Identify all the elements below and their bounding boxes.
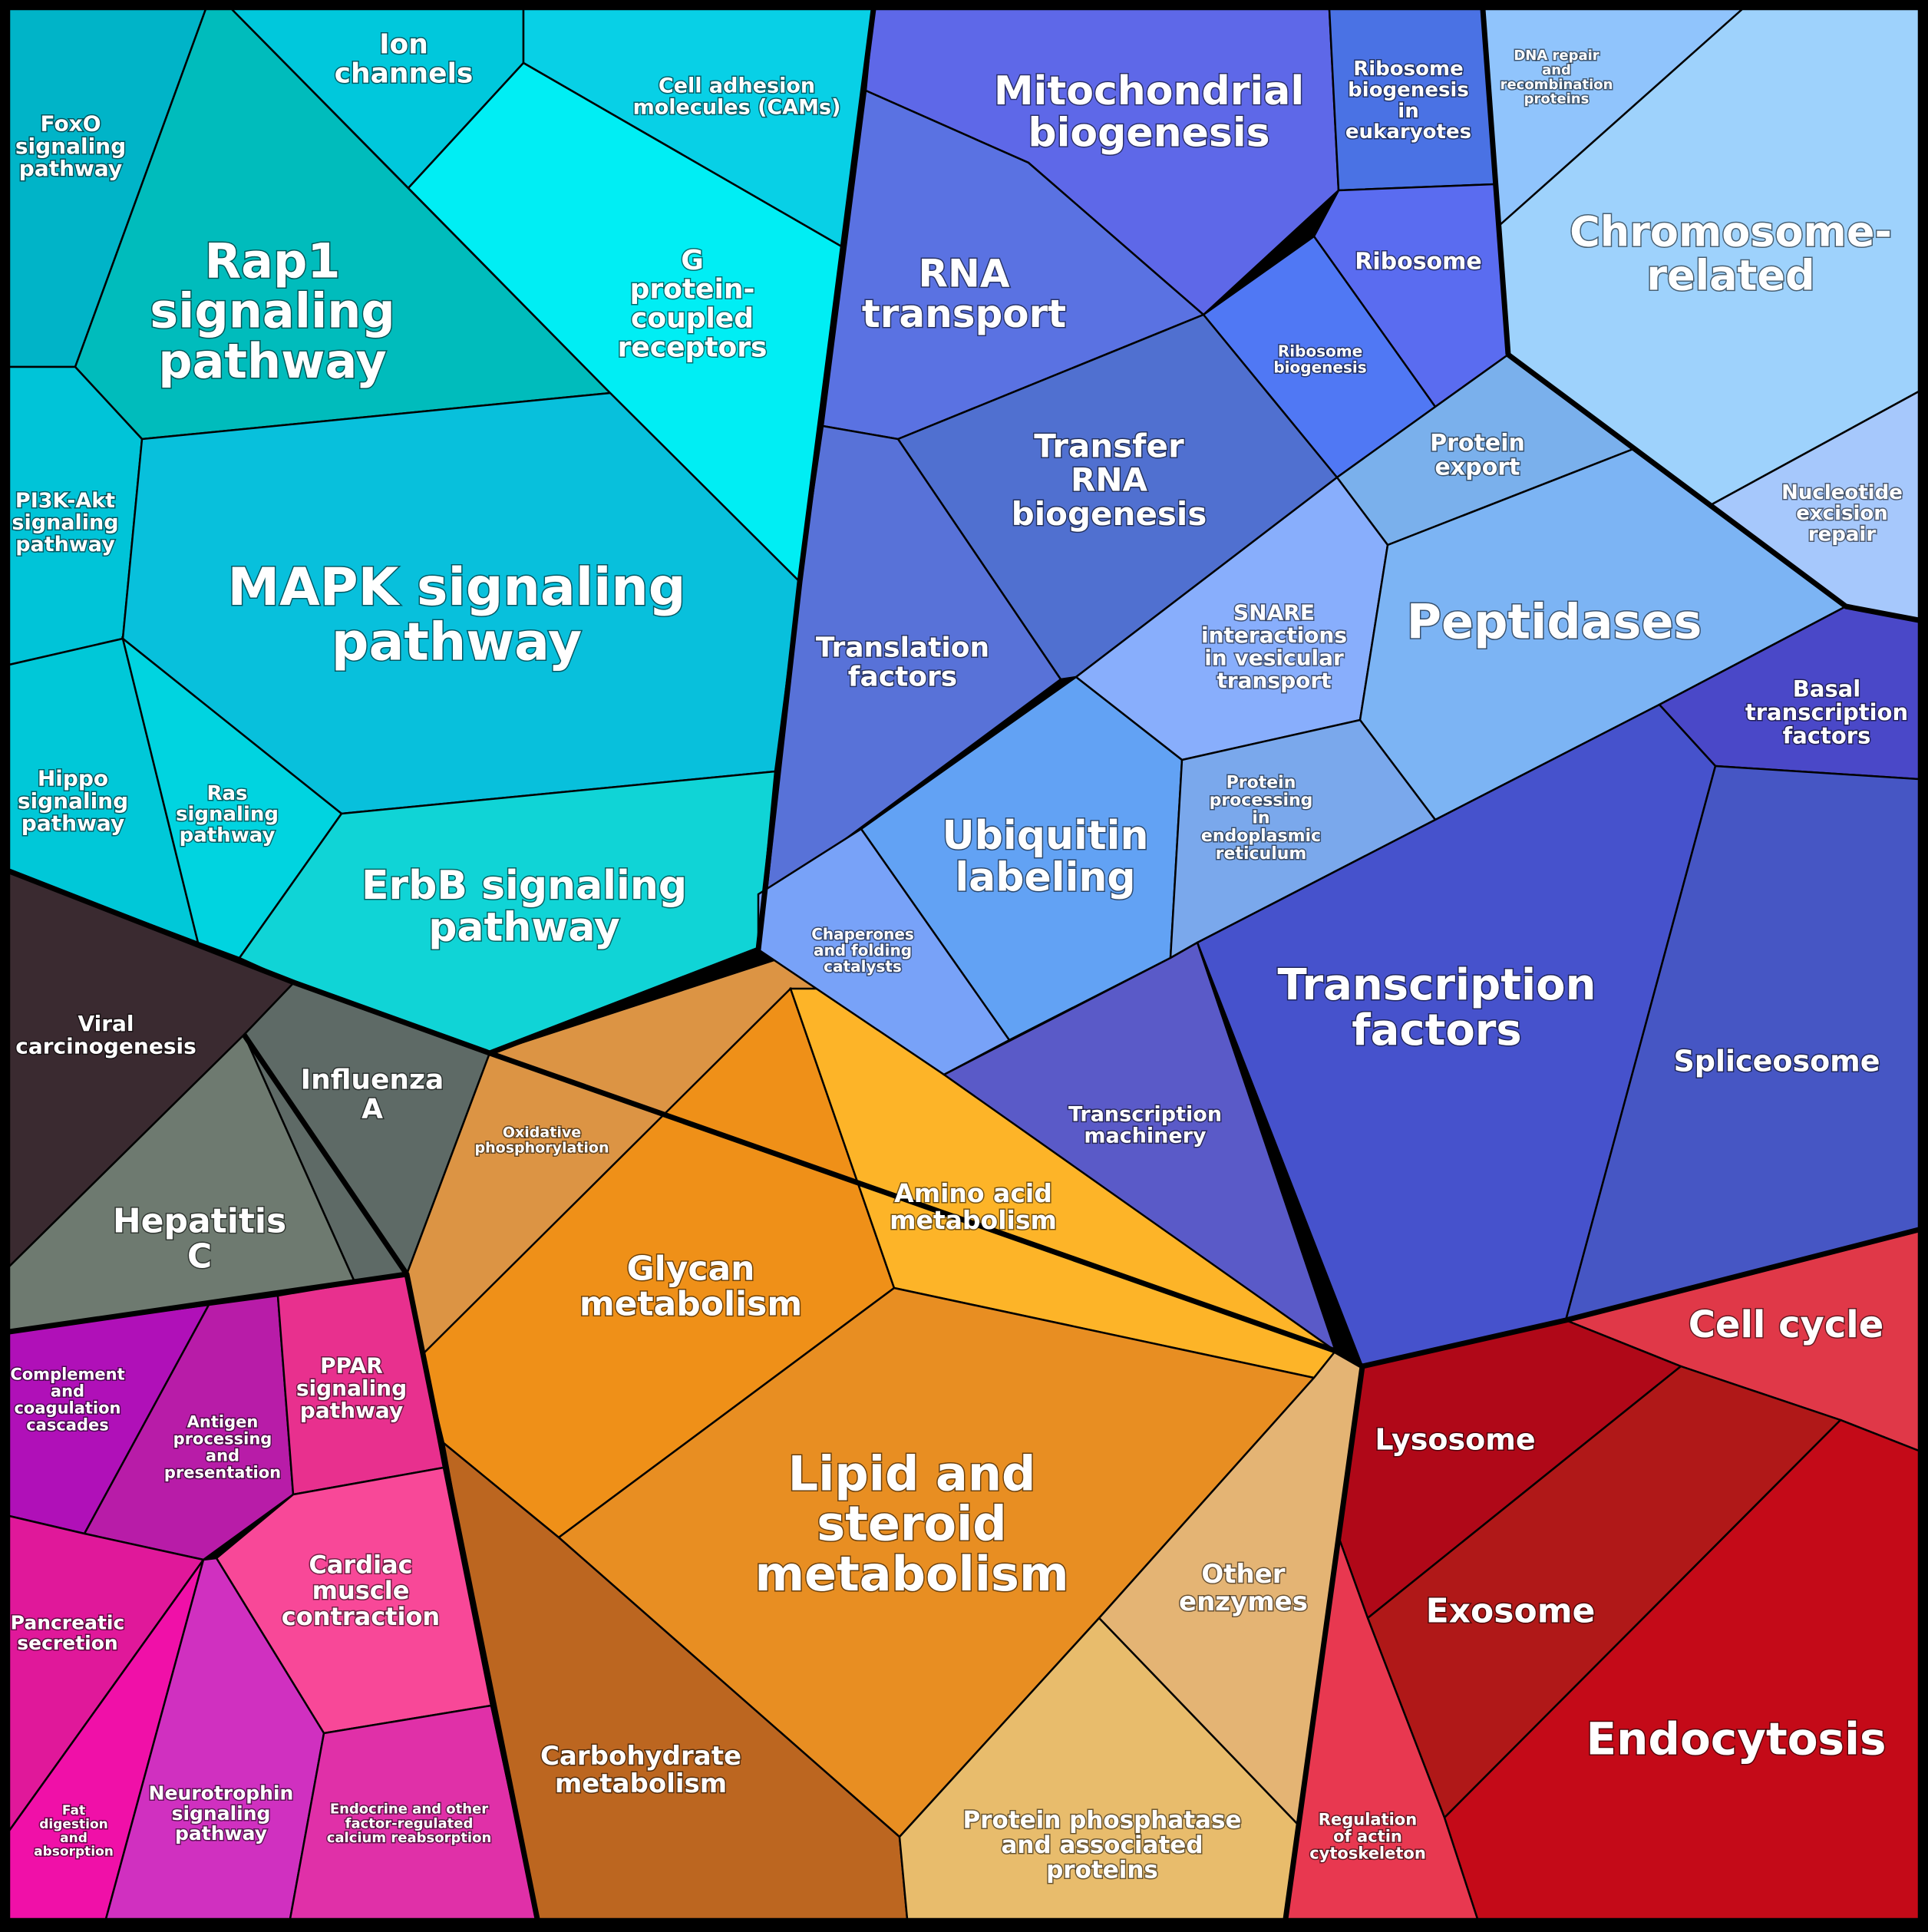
label-influenza: Influenza A [301,1065,444,1125]
label-nucleotide: Nucleotide excision repair [1781,481,1903,547]
group-border-0 [488,8,877,1056]
label-antigen: Antigen processing and presentation [164,1412,281,1481]
label-glycan: Glycan metabolism [579,1249,802,1323]
label-ribobioeuk: Ribosome biogenesis in eukaryotes [1345,58,1471,144]
label-oxphos: Oxidative phosphorylation [475,1125,609,1157]
label-ubiquitin: Ubiquitin labeling [942,813,1148,901]
label-lipid: Lipid and steroid metabolism [754,1446,1068,1602]
label-tf: Transcription factors [1277,960,1596,1055]
group-border-4 [488,1050,1365,1920]
label-erbb: ErbB signaling pathway [362,863,687,951]
label-proteinexport: Protein export [1430,430,1525,481]
label-mapk: MAPK signaling pathway [228,557,686,672]
label-neurotrophin: Neurotrophin signaling pathway [149,1782,294,1845]
group-border-1 [8,868,491,1056]
label-rap1: Rap1 signaling pathway [150,233,395,389]
label-lysosome: Lysosome [1375,1422,1535,1456]
label-endocrine: Endocrine and other factor-regulated calci… [327,1801,492,1846]
label-peptidases: Peptidases [1407,594,1702,650]
label-mito: Mitochondrial biogenesis [994,68,1304,157]
label-rnatransport: RNA transport [862,251,1066,336]
label-hepc: Hepatitis C [113,1201,286,1276]
label-cellcycle: Cell cycle [1689,1303,1884,1346]
label-trna: Transfer RNA biogenesis [1012,428,1207,533]
label-ribosome: Ribosome [1355,249,1482,276]
label-viral: Viral carcinogenesis [15,1011,196,1058]
label-chromosome: Chromosome-related [1570,208,1892,300]
label-er: Protein processing in endoplasmic reticulum [1201,774,1321,864]
label-foxo: FoxO signaling pathway [15,111,126,181]
label-snare: SNARE interactions in vesicular transport [1201,600,1347,693]
label-phosphatase: Protein phosphatase and associated protein… [962,1806,1241,1884]
label-endocytosis: Endocytosis [1586,1712,1887,1765]
label-fat: Fat digestion and absorption [34,1803,114,1860]
label-carb: Carbohydrate metabolism [540,1741,741,1799]
label-otherenz: Other enzymes [1179,1559,1308,1617]
label-hippo: Hippo signaling pathway [18,765,128,836]
cell-txmachinery [942,941,1338,1354]
label-pi3k: PI3K-Akt signaling pathway [12,489,118,556]
label-ribobio: Ribosome biogenesis [1273,342,1366,377]
group-border-5 [1362,1227,1920,1369]
label-exosome: Exosome [1426,1591,1596,1630]
label-actin: Regulation of actin cytoskeleton [1309,1810,1426,1862]
group-border-3 [8,1271,408,1335]
label-complement: Complement and coagulation cascades [10,1365,124,1434]
label-ras: Ras signaling pathway [176,782,279,847]
label-basal: Basal transcription factors [1745,676,1908,749]
label-chaperones: Chaperones and folding catalysts [811,925,914,976]
label-cams: Cell adhesion molecules (CAMs) [633,74,841,119]
group-border-6 [1506,352,1920,623]
label-spliceosome: Spliceosome [1673,1044,1880,1078]
label-ppar: PPAR signaling pathway [296,1352,407,1423]
label-ion: Ion channels [335,29,474,90]
label-dnarepair: DNA repair and recombination proteins [1500,48,1613,107]
label-pancreatic: Pancreatic secretion [11,1612,125,1654]
label-aminoacid: Amino acid metabolism [890,1178,1057,1235]
label-translation: Translation factors [816,632,989,693]
label-cardiac: Cardiac muscle contraction [282,1551,440,1631]
label-txmachinery: Transcription machinery [1068,1102,1222,1148]
group-border-7 [1480,8,1511,355]
